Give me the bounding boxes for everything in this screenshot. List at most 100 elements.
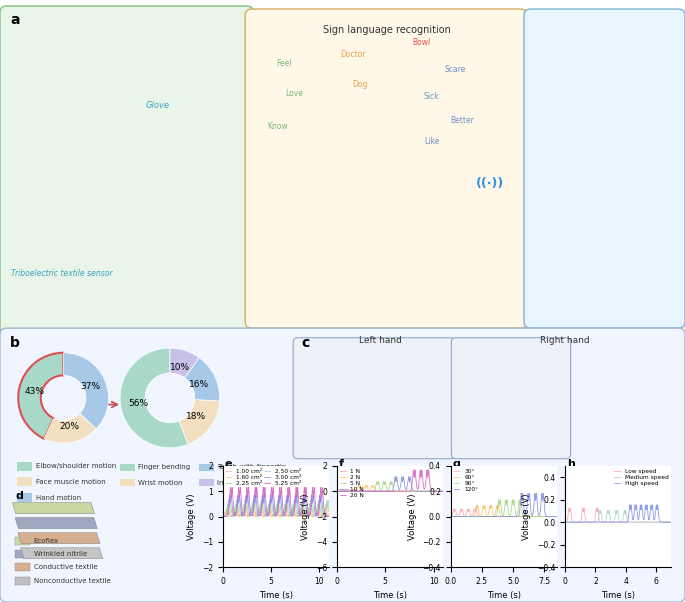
1 N: [342, 486, 351, 493]
Bar: [15, 577, 30, 585]
2 N: [340, 488, 348, 495]
Text: Glove: Glove: [145, 101, 170, 110]
FancyBboxPatch shape: [451, 338, 571, 459]
Bar: [120, 479, 135, 486]
1.00 cm²: [286, 510, 295, 517]
Bar: [199, 464, 214, 471]
5.25 cm²: [253, 484, 261, 491]
2 N: [425, 488, 433, 495]
2 N: [420, 488, 428, 495]
Line: 10 N: 10 N: [337, 477, 443, 491]
1.00 cm²: [310, 512, 319, 519]
2.50 cm²: [234, 497, 242, 504]
30°: [553, 513, 561, 520]
90°: [508, 496, 516, 503]
Wedge shape: [184, 358, 220, 401]
120°: [553, 513, 561, 520]
Line: 120°: 120°: [451, 494, 557, 517]
30°: [465, 506, 473, 513]
2.25 cm²: [219, 513, 227, 520]
Text: Scare: Scare: [445, 65, 466, 73]
30°: [517, 513, 525, 520]
Text: Face muscle motion: Face muscle motion: [36, 479, 105, 485]
Bar: [17, 462, 32, 471]
High speed: [623, 518, 631, 526]
2.50 cm²: [225, 500, 234, 507]
10 N: [340, 488, 348, 495]
Medium speed: [662, 518, 670, 526]
60°: [447, 513, 455, 520]
2.25 cm²: [299, 501, 308, 509]
5.25 cm²: [225, 502, 234, 509]
120°: [538, 495, 547, 502]
30°: [453, 512, 462, 520]
120°: [511, 513, 519, 520]
Medium speed: [629, 518, 637, 526]
30°: [514, 513, 523, 520]
Text: 56%: 56%: [128, 400, 148, 409]
Bar: [120, 464, 135, 471]
3.00 cm²: [225, 494, 234, 501]
Legend: 1 N, 2 N, 5 N, 10 N, 20 N: 1 N, 2 N, 5 N, 10 N, 20 N: [340, 469, 364, 498]
High speed: [653, 504, 661, 512]
Text: Hand motion: Hand motion: [36, 495, 81, 500]
10 N: [401, 482, 409, 489]
120°: [447, 513, 455, 520]
FancyBboxPatch shape: [245, 9, 527, 328]
1.60 cm²: [325, 512, 333, 519]
Y-axis label: Voltage (V): Voltage (V): [408, 493, 417, 540]
1 N: [340, 487, 348, 494]
Polygon shape: [15, 518, 97, 529]
Line: 1.60 cm²: 1.60 cm²: [223, 507, 329, 517]
1.60 cm²: [310, 512, 319, 520]
90°: [453, 513, 462, 520]
1.60 cm²: [225, 508, 234, 515]
2.25 cm²: [286, 512, 295, 520]
Wedge shape: [179, 400, 220, 444]
Wedge shape: [170, 348, 199, 378]
1.00 cm²: [225, 512, 234, 520]
60°: [511, 513, 519, 520]
10 N: [397, 475, 406, 482]
120°: [453, 513, 462, 520]
1 N: [333, 488, 341, 495]
Medium speed: [625, 518, 634, 526]
2 N: [395, 488, 403, 495]
Text: Finger bending: Finger bending: [138, 464, 190, 470]
Line: 90°: 90°: [451, 500, 557, 517]
90°: [553, 513, 561, 520]
Text: Elbow/shoulder motion: Elbow/shoulder motion: [36, 464, 116, 469]
X-axis label: Time (s): Time (s): [601, 591, 635, 600]
20 N: [439, 488, 447, 495]
2.50 cm²: [286, 512, 295, 520]
1.00 cm²: [283, 513, 291, 520]
Medium speed: [623, 515, 631, 522]
Text: Wrinkled nitrile: Wrinkled nitrile: [34, 551, 87, 557]
2.50 cm²: [219, 513, 227, 520]
Text: 43%: 43%: [25, 387, 45, 396]
30°: [447, 513, 455, 520]
20 N: [395, 488, 403, 495]
5 N: [333, 488, 341, 495]
Low speed: [623, 518, 631, 526]
Text: d: d: [15, 491, 23, 501]
90°: [527, 513, 536, 520]
Line: 1.00 cm²: 1.00 cm²: [223, 512, 329, 517]
Text: Love: Love: [286, 89, 303, 98]
Text: Dog: Dog: [352, 80, 367, 88]
1 N: [439, 488, 447, 495]
Text: e: e: [225, 459, 232, 469]
20 N: [333, 488, 341, 495]
X-axis label: Time (s): Time (s): [373, 591, 407, 600]
3.00 cm²: [299, 492, 308, 499]
120°: [527, 510, 536, 517]
Text: Right hand: Right hand: [540, 336, 590, 345]
1 N: [401, 488, 410, 495]
Bar: [15, 563, 30, 571]
Medium speed: [642, 518, 650, 526]
Text: Nonconductive textile: Nonconductive textile: [34, 578, 110, 583]
Text: c: c: [301, 336, 310, 350]
Wedge shape: [18, 353, 63, 439]
5 N: [439, 488, 447, 495]
High speed: [631, 501, 639, 509]
